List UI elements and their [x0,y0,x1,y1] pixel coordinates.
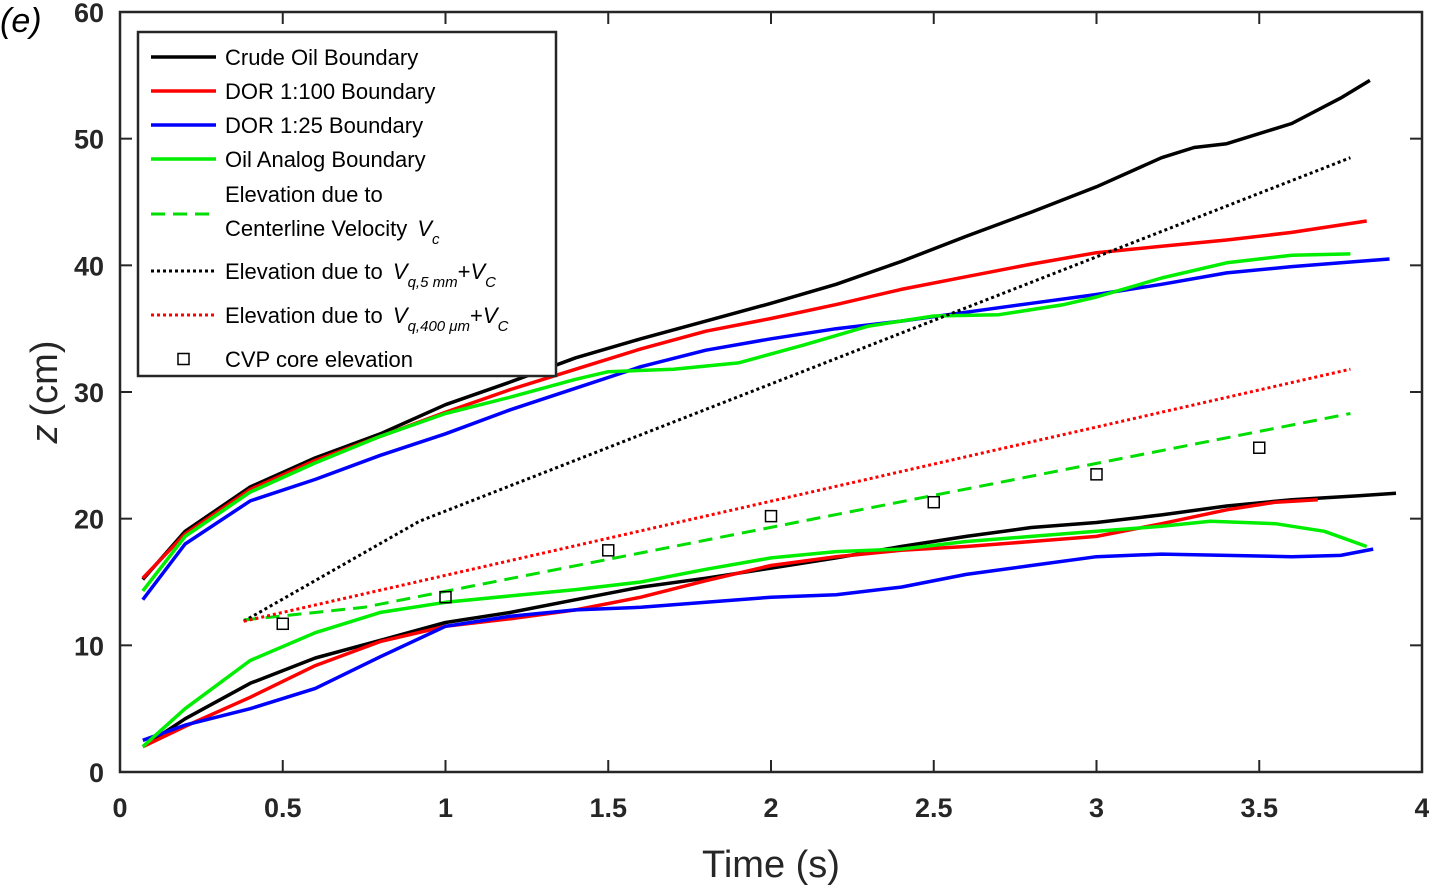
cvp-marker-5 [1090,468,1103,481]
oil-analog-boundary-upper [141,252,1351,592]
y-tick-label: 30 [74,378,104,408]
dor-1-25-boundary-upper [141,257,1390,601]
x-tick-label: 0.5 [264,793,302,823]
legend-label: Oil Analog Boundary [225,147,426,172]
legend-var: V [393,303,410,328]
plot-area [141,78,1397,749]
legend-subscript: q,5 mm [408,274,458,291]
cvp-marker-4 [927,495,940,509]
legend-label: DOR 1:25 Boundary [225,113,423,138]
y-tick-label: 10 [74,631,104,661]
cvp-marker-0 [276,617,289,631]
y-tick-label: 20 [74,505,104,535]
oil-analog-boundary-lower [141,519,1368,749]
panel-label: (e) [0,2,42,40]
cvp-marker-3 [764,509,778,523]
x-tick-label: 4 [1414,793,1429,823]
legend-plus: + [470,303,483,328]
legend-var: V [470,259,487,284]
legend-label: DOR 1:100 Boundary [225,79,435,104]
x-tick-label: 1.5 [589,793,627,823]
x-tick-label: 1 [438,793,453,823]
legend-var: V [393,259,410,284]
legend: Crude Oil Boundary DOR 1:100 Boundary DOR … [136,30,558,378]
legend-subscript: c [432,231,440,248]
cvp-marker-1 [439,590,452,604]
legend-var: V [483,303,500,328]
y-tick-label: 50 [74,125,104,155]
elevation-due-to-centerline-velocity-v-c-line [243,412,1351,622]
dor-1-100-boundary-upper [141,219,1367,580]
y-axis-title-var: z [24,424,66,444]
y-axis-title-unit: (cm) [24,341,66,417]
x-tick-label: 2 [763,793,778,823]
x-tick-label: 3.5 [1240,793,1278,823]
x-tick-label: 2.5 [915,793,953,823]
legend-swatch [177,352,190,366]
legend-label: Crude Oil Boundary [225,45,418,70]
y-tick-label: 60 [74,0,104,28]
y-tick-label: 40 [74,251,104,281]
legend-subscript: C [485,274,496,291]
y-tick-label: 0 [89,758,104,788]
legend-plus: + [458,259,471,284]
x-tick-label: 3 [1089,793,1104,823]
legend-label-line1: Elevation due to [225,182,383,207]
legend-subscript: q,400 μm [408,318,470,335]
legend-var: V [417,216,434,241]
x-axis-title: Time (s) [702,844,840,886]
elevation-due-to-v-q-400-m-v-c-line [243,367,1351,623]
elevation-due-to-v-q-5-mm-v-c-line [242,156,1351,623]
crude-oil-boundary-lower [141,491,1397,749]
dor-1-25-boundary-lower [142,547,1374,742]
crude-oil-boundary-upper [141,78,1371,581]
cvp-marker-2 [602,544,615,557]
y-axis-title: z (cm) [24,341,66,445]
legend-label: CVP core elevation [225,347,413,372]
cvp-marker-6 [1253,441,1266,454]
legend-subscript: C [498,318,509,335]
x-tick-label: 0 [112,793,127,823]
